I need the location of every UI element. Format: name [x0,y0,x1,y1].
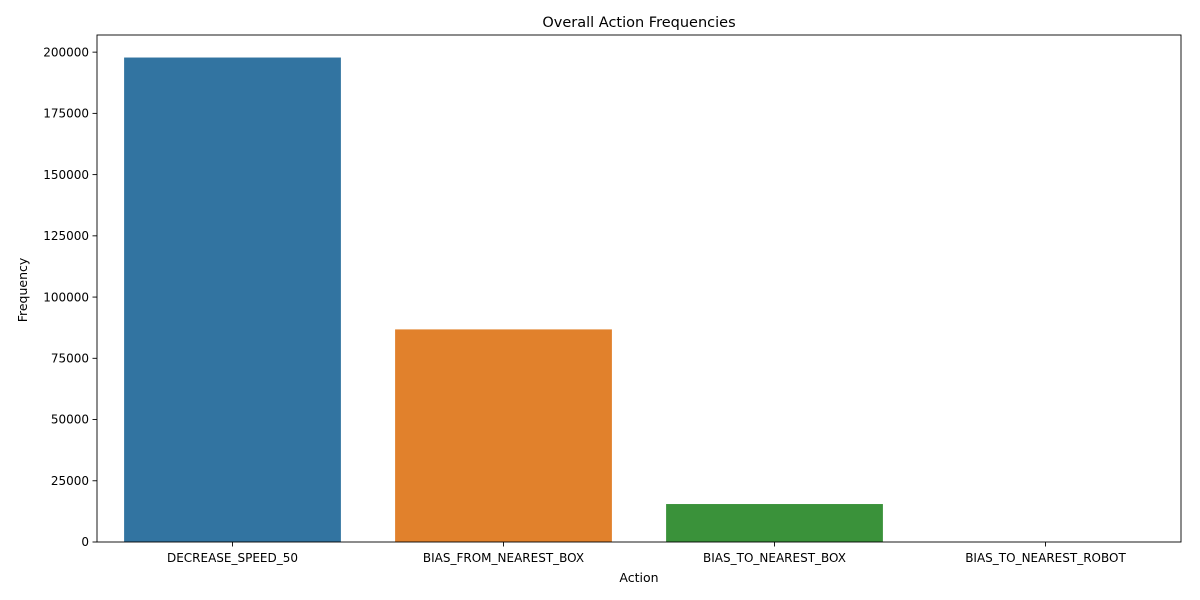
y-tick-label: 25000 [51,474,89,488]
x-tick-label: BIAS_FROM_NEAREST_BOX [423,551,584,565]
bar-bias-to-nearest-box [666,504,883,542]
y-tick-label: 125000 [43,229,89,243]
bar-bias-from-nearest-box [395,329,612,542]
x-tick-label: BIAS_TO_NEAREST_BOX [703,551,846,565]
y-tick-label: 100000 [43,290,89,304]
y-tick-label: 50000 [51,413,89,427]
bar-decrease-speed-50 [124,57,341,542]
y-tick-label: 75000 [51,352,89,366]
chart-title: Overall Action Frequencies [542,15,735,31]
plot-area: 0 25000 50000 75000 100000 125000 150000 175000… [43,34,1182,565]
y-tick-label: 0 [81,535,89,549]
x-axis-label: Action [619,570,658,585]
y-tick-label: 175000 [43,107,89,121]
y-axis-label: Frequency [15,257,30,322]
y-tick-label: 150000 [43,168,89,182]
x-tick-label: BIAS_TO_NEAREST_ROBOT [965,551,1126,565]
plot-frame [96,34,1182,543]
x-tick-label: DECREASE_SPEED_50 [167,551,298,565]
y-tick-label: 200000 [43,45,89,59]
